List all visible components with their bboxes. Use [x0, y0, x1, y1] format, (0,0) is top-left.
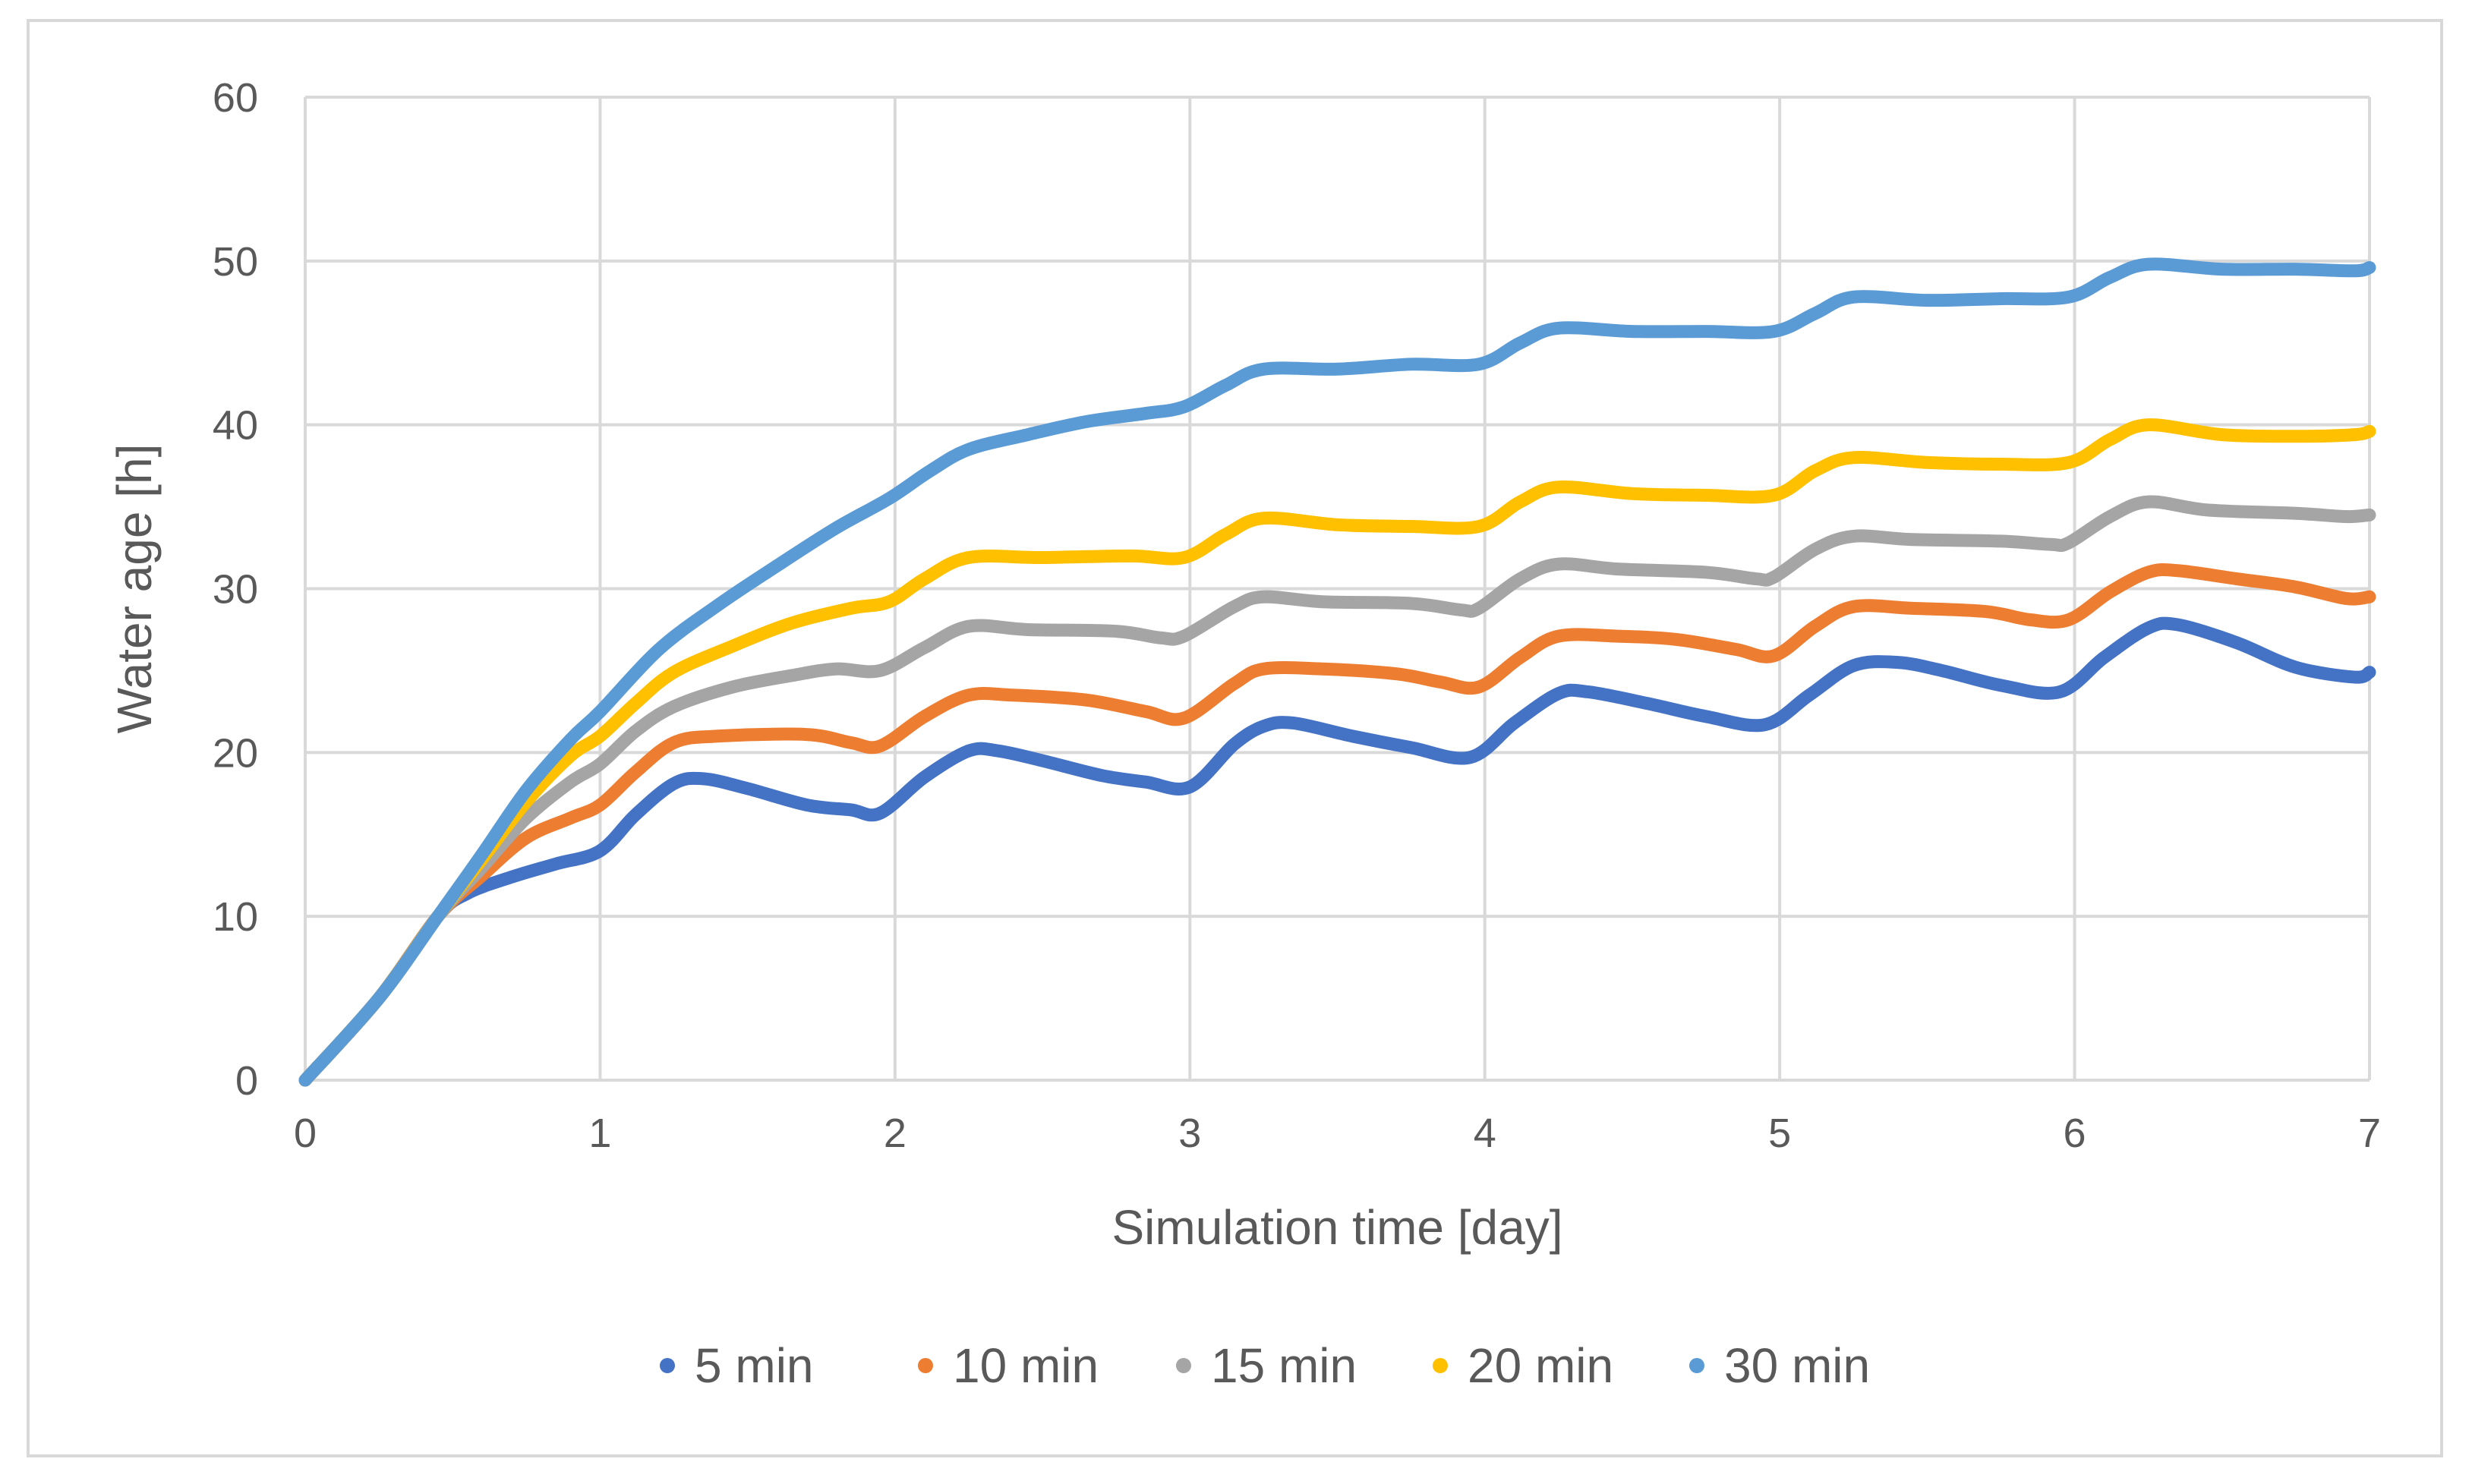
legend: 5 min 10 min 15 min 20 min 30 min: [660, 1338, 1870, 1393]
x-tick-label: 3: [1178, 1111, 1201, 1156]
legend-label: 20 min: [1468, 1338, 1613, 1393]
legend-label: 5 min: [695, 1338, 814, 1393]
y-tick-label: 30: [213, 567, 258, 613]
x-tick-label: 1: [588, 1111, 611, 1156]
legend-label: 30 min: [1724, 1338, 1870, 1393]
series-line-30-min: [298, 257, 2376, 1087]
legend-marker: [660, 1358, 675, 1373]
x-tick-label: 2: [884, 1111, 907, 1156]
y-axis-ticks: 0 10 20 30 40 50 60: [213, 75, 258, 1104]
y-tick-label: 50: [213, 239, 258, 285]
y-tick-label: 0: [235, 1058, 258, 1104]
gridlines: [304, 96, 2371, 1082]
chart-frame: 0 1 2 3 4 5 6 7 0 10 20 30 40 50 60 Simulation time […: [27, 19, 2443, 1457]
legend-label: 10 min: [953, 1338, 1099, 1393]
x-tick-label: 5: [1768, 1111, 1791, 1156]
y-tick-label: 20: [213, 730, 258, 776]
series-lines: [298, 257, 2376, 1087]
legend-label: 15 min: [1211, 1338, 1357, 1393]
legend-marker: [918, 1358, 933, 1373]
y-tick-label: 10: [213, 894, 258, 940]
series-line-15-min: [298, 495, 2376, 1087]
y-tick-label: 60: [213, 75, 258, 121]
x-axis-ticks: 0 1 2 3 4 5 6 7: [294, 1111, 2381, 1156]
series-line-5-min: [298, 616, 2376, 1087]
series-line-10-min: [298, 563, 2376, 1087]
legend-marker: [1689, 1358, 1704, 1373]
y-axis-title: Water age [h]: [107, 444, 162, 734]
legend-marker: [1176, 1358, 1191, 1373]
y-tick-label: 40: [213, 403, 258, 449]
series-line-20-min: [298, 418, 2376, 1087]
x-tick-label: 7: [2358, 1111, 2381, 1156]
legend-marker: [1433, 1358, 1448, 1373]
x-axis-title: Simulation time [day]: [1111, 1200, 1562, 1255]
line-chart: 0 1 2 3 4 5 6 7 0 10 20 30 40 50 60 Simulation time […: [107, 75, 2381, 1393]
x-tick-label: 4: [1474, 1111, 1496, 1156]
x-tick-label: 6: [2064, 1111, 2086, 1156]
x-tick-label: 0: [294, 1111, 317, 1156]
